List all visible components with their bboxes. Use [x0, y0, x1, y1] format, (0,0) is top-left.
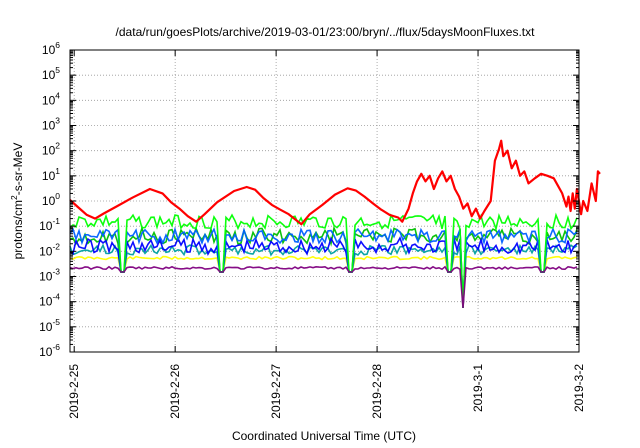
- x-axis-label: Coordinated Universal Time (UTC): [232, 429, 416, 443]
- y-tick-label-base: 10: [42, 43, 56, 57]
- x-axis: 2019-2-25 2019-2-26 2019-2-27 2019-2-28 2019…: [67, 50, 586, 419]
- y-tick-label-exponent: -2: [52, 241, 60, 251]
- y-tick-label: 106: [42, 40, 60, 57]
- band-purple: [69, 265, 578, 309]
- chart-title: /data/run/goesPlots/archive/2019-03-01/2…: [116, 25, 536, 39]
- y-tick-label-base: 10: [42, 144, 56, 158]
- y-tick-label: 105: [42, 65, 60, 82]
- grid: [70, 50, 579, 352]
- y-tick-label: 103: [42, 116, 60, 133]
- y-tick-label-exponent: -6: [52, 342, 60, 352]
- y-tick-label: 102: [42, 141, 60, 158]
- band-green: [69, 212, 578, 309]
- y-tick-label-exponent: -3: [52, 267, 60, 277]
- y-tick-label-exponent: -5: [52, 317, 60, 327]
- y-tick-label: 101: [42, 166, 60, 183]
- y-axis: 10-610-510-410-310-210-11001011021031041…: [39, 40, 579, 359]
- y-tick-label: 10-6: [39, 342, 60, 359]
- y-axis-label: protons/cm2-s-sr-MeV: [9, 143, 25, 260]
- y-tick-label-base: 10: [42, 68, 56, 82]
- y-tick-label-base: 10: [42, 194, 56, 208]
- y-axis-label-superscript: 2: [9, 195, 19, 200]
- y-tick-label-exponent: 6: [55, 40, 60, 50]
- y-axis-label-rest: -s-sr-MeV: [11, 143, 25, 196]
- x-tick-label: 2019-2-27: [269, 364, 283, 419]
- y-tick-label-base: 10: [42, 119, 56, 133]
- y-tick-label-base: 10: [42, 169, 56, 183]
- y-tick-label-base: 10: [39, 345, 53, 359]
- y-tick-label-exponent: 2: [55, 141, 60, 151]
- series-layer: [69, 139, 601, 309]
- y-tick-label: 100: [42, 191, 60, 208]
- y-tick-label-exponent: 1: [55, 166, 60, 176]
- y-tick-label-base: 10: [42, 93, 56, 107]
- band-teal: [69, 243, 578, 309]
- y-tick-label: 10-3: [39, 267, 60, 284]
- y-tick-label: 10-2: [39, 241, 60, 258]
- y-tick-label-exponent: 3: [55, 116, 60, 126]
- y-tick-label: 10-4: [39, 292, 60, 309]
- x-tick-label: 2019-2-25: [67, 364, 81, 419]
- band-green-dark: [69, 225, 578, 309]
- y-tick-label-exponent: -4: [52, 292, 60, 302]
- y-tick-label-base: 10: [39, 295, 53, 309]
- y-tick-label: 10-1: [39, 216, 60, 233]
- y-tick-label-exponent: 0: [55, 191, 60, 201]
- x-tick-label: 2019-3-1: [471, 364, 485, 412]
- y-tick-label: 104: [42, 90, 60, 107]
- band-blue: [69, 236, 578, 309]
- y-tick-label-base: 10: [39, 219, 53, 233]
- band-blue-light: [69, 226, 578, 309]
- x-tick-label: 2019-2-26: [168, 364, 182, 419]
- y-tick-label-exponent: -1: [52, 216, 60, 226]
- y-tick-label-exponent: 4: [55, 90, 60, 100]
- y-tick-label-exponent: 5: [55, 65, 60, 75]
- y-axis-label-base: protons/cm: [11, 200, 25, 259]
- y-tick-label: 10-5: [39, 317, 60, 334]
- band-yellow: [69, 255, 578, 309]
- x-tick-label: 2019-3-2: [572, 364, 586, 412]
- series-line-red: [69, 139, 601, 226]
- y-tick-label-base: 10: [39, 320, 53, 334]
- x-tick-label: 2019-2-28: [370, 364, 384, 419]
- y-tick-label-base: 10: [39, 270, 53, 284]
- y-tick-label-base: 10: [39, 244, 53, 258]
